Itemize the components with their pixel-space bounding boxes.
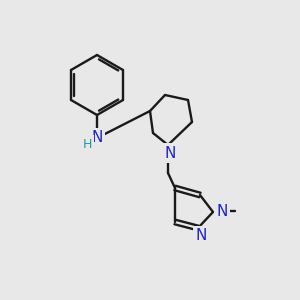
Text: H: H — [82, 137, 92, 151]
Text: N: N — [216, 203, 228, 218]
Text: N: N — [195, 229, 207, 244]
Text: N: N — [164, 146, 176, 160]
Text: N: N — [91, 130, 103, 146]
